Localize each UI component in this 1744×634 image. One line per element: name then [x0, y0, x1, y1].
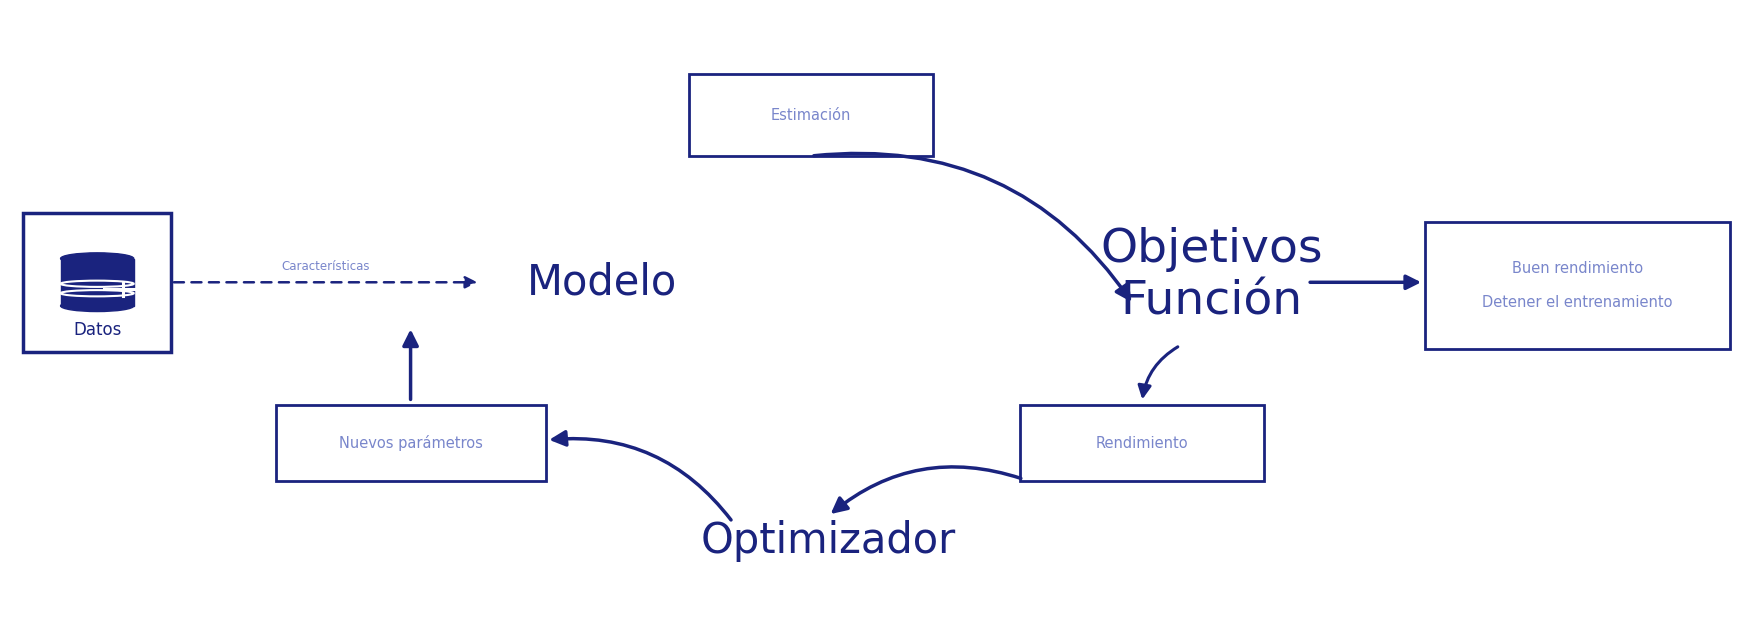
Text: Rendimiento: Rendimiento: [1095, 436, 1188, 451]
Text: Objetivos
Función: Objetivos Función: [1100, 228, 1322, 325]
Text: Buen rendimiento

Detener el entrenamiento: Buen rendimiento Detener el entrenamient…: [1482, 261, 1672, 310]
Text: Nuevos parámetros: Nuevos parámetros: [338, 436, 483, 451]
Bar: [61, 259, 134, 306]
Text: Características: Características: [281, 260, 370, 273]
Text: Datos: Datos: [73, 321, 122, 339]
Text: Modelo: Modelo: [527, 261, 677, 303]
FancyBboxPatch shape: [23, 213, 171, 352]
FancyBboxPatch shape: [1020, 405, 1264, 481]
Ellipse shape: [61, 253, 134, 264]
Text: Optimizador: Optimizador: [701, 520, 956, 562]
FancyBboxPatch shape: [689, 74, 933, 156]
Ellipse shape: [61, 300, 134, 311]
FancyBboxPatch shape: [276, 405, 546, 481]
FancyBboxPatch shape: [1425, 223, 1730, 349]
Text: Estimación: Estimación: [771, 108, 851, 122]
